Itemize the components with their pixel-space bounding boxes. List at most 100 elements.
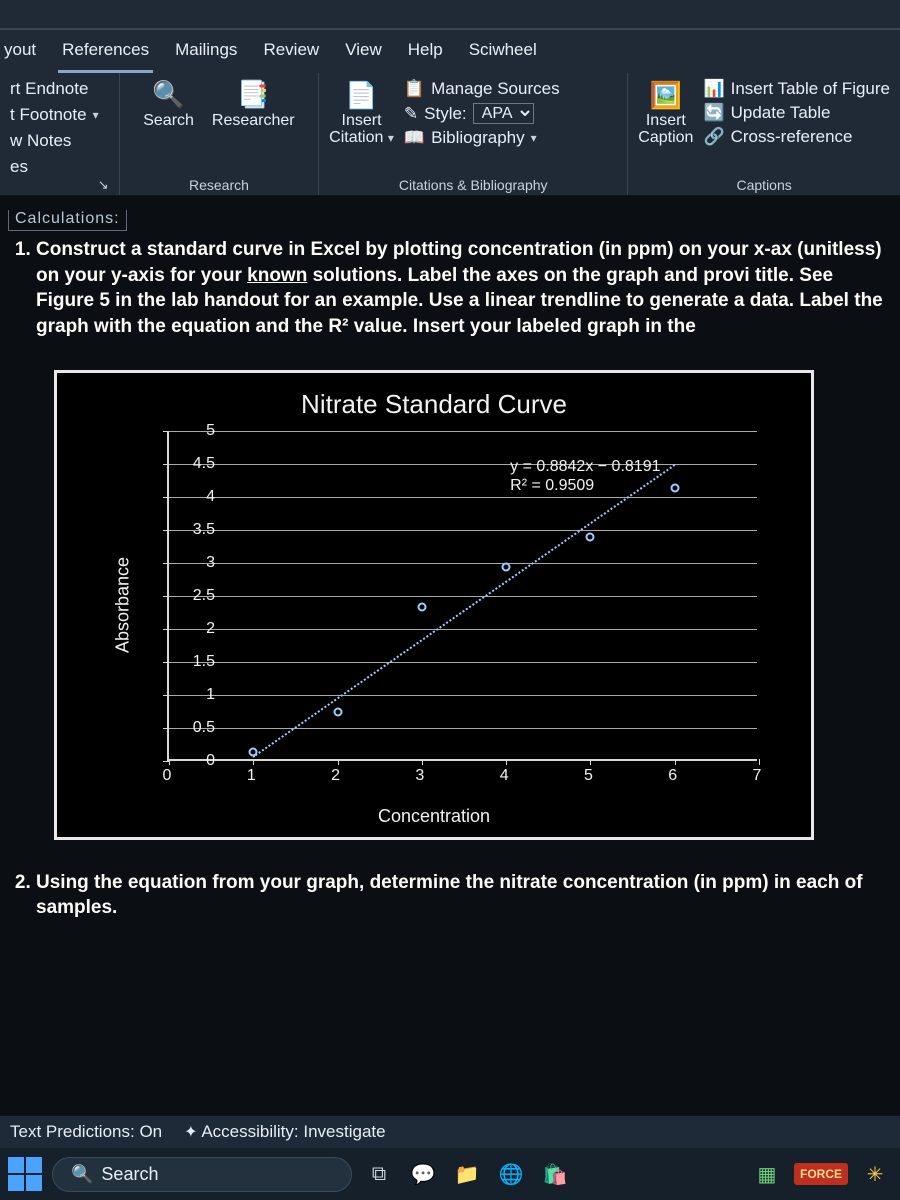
search-icon: 🔍: [71, 1164, 93, 1185]
y-tick-label: 2.5: [193, 587, 215, 605]
x-tick: [253, 759, 254, 765]
taskbar-search-placeholder: Search: [101, 1164, 158, 1185]
gridline: [169, 431, 757, 432]
footnote-item-0[interactable]: rt Endnote: [10, 79, 109, 99]
ribbon-tab-mailings[interactable]: Mailings: [171, 36, 241, 73]
x-tick: [338, 759, 339, 765]
accessibility-icon: ✦: [184, 1124, 197, 1141]
insert-caption-label-1: Insert: [646, 112, 686, 129]
chevron-down-icon: ▾: [531, 131, 537, 145]
footnotes-launcher-icon[interactable]: ↘: [98, 177, 109, 193]
edge-icon[interactable]: 🌐: [494, 1157, 528, 1191]
store-icon[interactable]: 🛍️: [538, 1157, 572, 1191]
update-table-button[interactable]: 🔄 Update Table: [703, 103, 890, 123]
gridline: [169, 662, 757, 663]
chart-plot-area: [167, 431, 757, 761]
update-table-icon: 🔄: [703, 103, 724, 123]
insert-citation-label-2: Citation: [329, 129, 383, 146]
window-title-strip: [0, 0, 900, 30]
y-tick: [163, 629, 169, 630]
y-tick: [163, 530, 169, 531]
ribbon-tab-view[interactable]: View: [341, 36, 386, 73]
tray-app-icon[interactable]: ▦: [750, 1157, 784, 1191]
researcher-label: Researcher: [212, 112, 295, 130]
ribbon-tab-help[interactable]: Help: [404, 36, 447, 73]
y-tick-label: 2: [206, 620, 215, 638]
ribbon-tab-references[interactable]: References: [58, 36, 153, 73]
manage-sources-icon: 📋: [404, 79, 425, 99]
trendline-equation: y = 0.8842x − 0.8191: [510, 457, 660, 476]
ribbon-tab-yout[interactable]: yout: [0, 36, 40, 73]
start-button[interactable]: [8, 1157, 42, 1191]
chart-xlabel: Concentration: [57, 806, 811, 827]
search-button[interactable]: 🔍 Search: [143, 79, 194, 130]
data-point: [586, 533, 595, 542]
gridline: [169, 563, 757, 564]
x-tick-label: 5: [584, 767, 593, 785]
researcher-button[interactable]: 📑 Researcher: [212, 79, 295, 130]
x-tick-label: 3: [415, 767, 424, 785]
y-tick-label: 1.5: [193, 653, 215, 671]
search-label: Search: [143, 112, 194, 130]
chart-container: Nitrate Standard Curve Absorbance Concen…: [54, 370, 814, 840]
x-tick: [169, 759, 170, 765]
q1-underlined: known: [247, 265, 307, 286]
x-tick: [506, 759, 507, 765]
insert-citation-button[interactable]: 📄 Insert Citation ▾: [329, 80, 394, 147]
file-explorer-icon[interactable]: 📁: [450, 1157, 484, 1191]
data-point: [333, 708, 342, 717]
chevron-down-icon: ▾: [93, 108, 99, 122]
bibliography-icon: 📖: [404, 128, 425, 148]
taskview-icon[interactable]: ⧉: [362, 1157, 396, 1191]
trendline-r2: R² = 0.9509: [510, 476, 660, 495]
y-tick: [163, 728, 169, 729]
table-figures-icon: 📊: [703, 79, 724, 99]
insert-table-figures-button[interactable]: 📊 Insert Table of Figure: [703, 79, 890, 99]
tray-misc-icon[interactable]: ✳: [858, 1157, 892, 1191]
gridline: [169, 695, 757, 696]
force-badge[interactable]: FORCE: [794, 1163, 848, 1185]
style-pencil-icon: ✎: [404, 104, 418, 124]
text-predictions-status[interactable]: Text Predictions: On: [10, 1122, 162, 1142]
y-tick-label: 0: [206, 752, 215, 770]
insert-caption-button[interactable]: 🖼️ Insert Caption: [638, 80, 693, 147]
trendline-equation-box: y = 0.8842x − 0.8191 R² = 0.9509: [510, 457, 660, 495]
y-tick: [163, 563, 169, 564]
ribbon-tabs: yout References Mailings Review View Help Sciw…: [0, 30, 900, 73]
footnote-item-2[interactable]: w Notes: [10, 131, 109, 151]
chart-ylabel: Absorbance: [113, 557, 134, 653]
footnote-item-1[interactable]: t Footnote ▾: [10, 105, 109, 125]
data-point: [249, 747, 258, 756]
y-tick-label: 5: [206, 422, 215, 440]
footnote-item-3[interactable]: es: [10, 157, 109, 177]
y-tick-label: 4.5: [193, 455, 215, 473]
gridline: [169, 464, 757, 465]
y-tick-label: 0.5: [193, 719, 215, 737]
style-label: Style:: [424, 104, 467, 124]
manage-sources-button[interactable]: 📋 Manage Sources: [404, 79, 560, 99]
question-list-2: Using the equation from your graph, dete…: [8, 870, 892, 921]
document-area: Calculations: Construct a standard curve…: [0, 196, 900, 1115]
chat-icon[interactable]: 💬: [406, 1157, 440, 1191]
gridline: [169, 497, 757, 498]
insert-citation-label-1: Insert: [342, 112, 382, 129]
trendline: [253, 465, 676, 758]
bibliography-button[interactable]: 📖 Bibliography ▾: [404, 128, 560, 148]
question-1: Construct a standard curve in Excel by p…: [36, 237, 892, 340]
group-captions: 🖼️ Insert Caption 📊 Insert Table of Figu…: [628, 73, 900, 195]
data-point: [417, 602, 426, 611]
y-tick: [163, 662, 169, 663]
accessibility-status[interactable]: ✦ Accessibility: Investigate: [184, 1122, 385, 1142]
data-point: [502, 563, 511, 572]
y-tick-label: 3: [206, 554, 215, 572]
ribbon-tab-sciwheel[interactable]: Sciwheel: [465, 36, 541, 73]
x-tick-label: 2: [331, 767, 340, 785]
question-list: Construct a standard curve in Excel by p…: [8, 237, 892, 340]
update-table-label: Update Table: [731, 103, 831, 123]
style-select[interactable]: APA: [473, 103, 534, 124]
taskbar-search[interactable]: 🔍 Search: [52, 1157, 352, 1192]
cross-reference-button[interactable]: 🔗 Cross-reference: [703, 127, 890, 147]
ribbon-tab-review[interactable]: Review: [259, 36, 323, 73]
group-footnotes: rt Endnote t Footnote ▾ w Notes es ↘: [0, 73, 120, 195]
captions-group-label: Captions: [638, 173, 890, 193]
